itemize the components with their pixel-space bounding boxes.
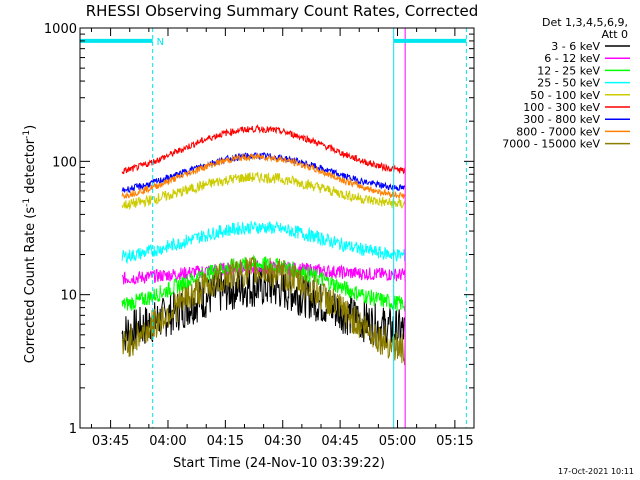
series-line-5 bbox=[121, 123, 406, 175]
y-axis-label-sup2: -1 bbox=[22, 130, 32, 139]
y-axis-label-end: ) bbox=[23, 125, 38, 130]
legend-label-8: 7000 - 15000 keV bbox=[502, 138, 600, 151]
y-tick-label: 1 bbox=[69, 422, 77, 437]
x-tick-label: 03:45 bbox=[92, 434, 129, 449]
series-line-8 bbox=[121, 256, 406, 366]
x-tick-label: 04:00 bbox=[149, 434, 186, 449]
legend-label-3: 25 - 50 keV bbox=[537, 77, 600, 90]
night-mark-label: N bbox=[157, 37, 164, 48]
plot-area: N bbox=[79, 28, 467, 428]
series-line-4 bbox=[121, 171, 406, 211]
y-axis-label-main: Corrected Count Rate (s bbox=[23, 207, 38, 364]
x-tick-label: 05:00 bbox=[379, 434, 416, 449]
legend-label-5: 100 - 300 keV bbox=[523, 101, 600, 114]
legend-label-2: 12 - 25 keV bbox=[537, 64, 600, 77]
plot-frame bbox=[79, 27, 475, 429]
x-tick-label: 05:15 bbox=[436, 434, 473, 449]
axis-ticks: 03:45 04:00 04:15 04:30 04:45 05:00 05:15 1 10 10… bbox=[44, 22, 475, 449]
legend-title-detectors: Det 1,3,4,5,6,9, bbox=[542, 16, 628, 29]
y-axis-label-sup1: -1 bbox=[22, 198, 32, 207]
x-tick-label: 04:15 bbox=[207, 434, 244, 449]
x-tick-label: 04:45 bbox=[321, 434, 358, 449]
legend-label-1: 6 - 12 keV bbox=[544, 52, 600, 65]
x-axis-label: Start Time (24-Nov-10 03:39:22) bbox=[173, 456, 385, 471]
y-tick-label: 100 bbox=[52, 155, 77, 170]
y-axis-label: Corrected Count Rate (s-1 detector-1) bbox=[22, 125, 38, 363]
legend-title-attenuator: Att 0 bbox=[602, 28, 628, 41]
series-line-3 bbox=[121, 220, 406, 265]
legend-label-7: 800 - 7000 keV bbox=[516, 125, 600, 138]
chart-title: RHESSI Observing Summary Count Rates, Co… bbox=[86, 2, 479, 20]
y-tick-label: 10 bbox=[60, 289, 77, 304]
legend-label-0: 3 - 6 keV bbox=[551, 40, 600, 53]
x-tick-label: 04:30 bbox=[264, 434, 301, 449]
y-tick-label: 1000 bbox=[44, 22, 77, 37]
series-line-0 bbox=[121, 267, 406, 352]
series-layer bbox=[121, 123, 406, 366]
y-axis-label-mid: detector bbox=[23, 138, 38, 198]
legend-label-6: 300 - 800 keV bbox=[523, 113, 600, 126]
series-line-7 bbox=[121, 152, 406, 200]
legend-label-4: 50 - 100 keV bbox=[530, 89, 600, 102]
generation-timestamp: 17-Oct-2021 10:11 bbox=[558, 467, 634, 476]
